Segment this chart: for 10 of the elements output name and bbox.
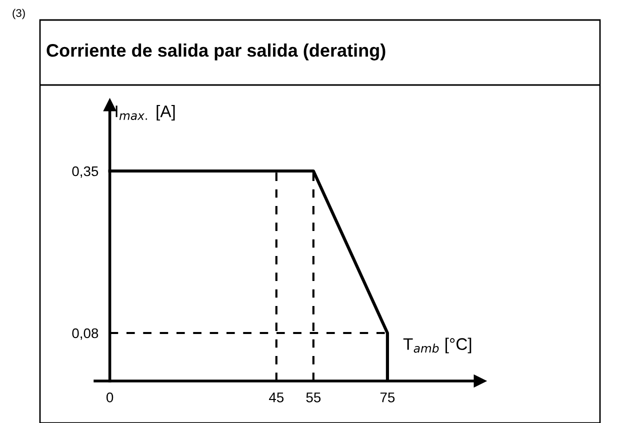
- x-tick-label: 45: [268, 392, 284, 402]
- x-tick-label: 75: [380, 392, 395, 402]
- y-axis-title: I$_{max.}$ [A]: [116, 105, 175, 121]
- text: (3): [12, 8, 25, 20]
- y-tick-label: 0,35: [72, 166, 98, 178]
- chart-title: Corriente de salida par salida (derating): [46, 44, 386, 60]
- x-axis-title: T$_{amb}$ [°C]: [403, 338, 472, 354]
- x-tick-label: 55: [306, 392, 321, 402]
- x-tick-label: 0: [106, 392, 114, 402]
- y-tick-label: 0,08: [72, 328, 98, 340]
